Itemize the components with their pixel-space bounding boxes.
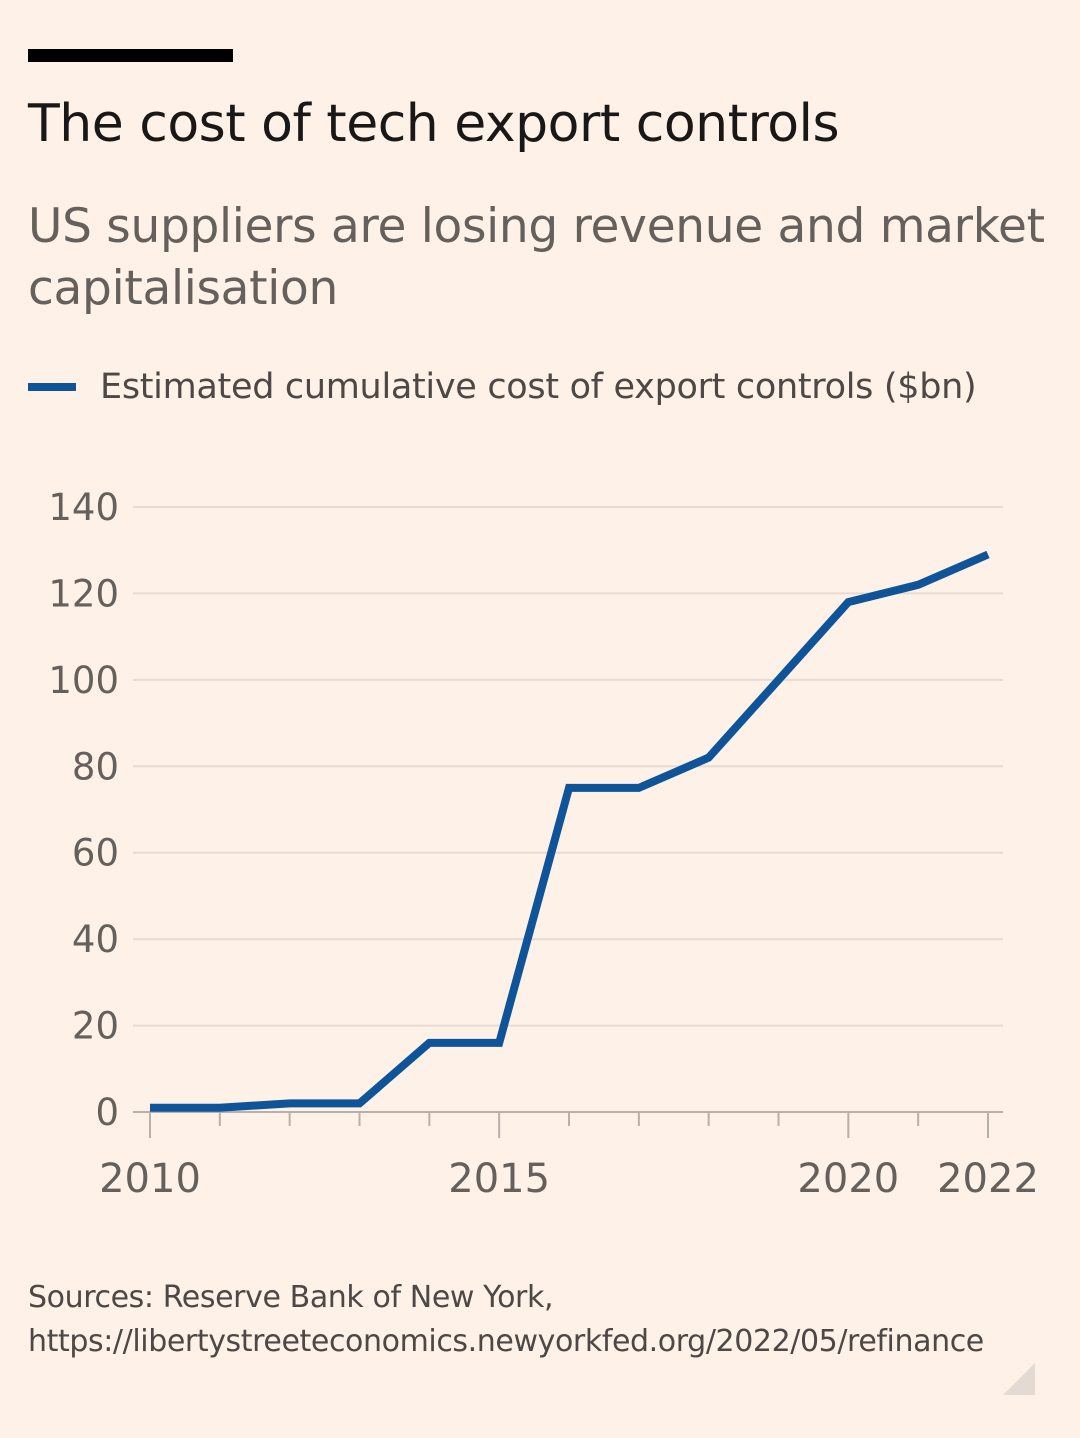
y-tick-label-40: 40 xyxy=(72,918,119,961)
legend-label: Estimated cumulative cost of export cont… xyxy=(100,367,977,407)
x-tick-label-2015: 2015 xyxy=(448,1156,550,1202)
x-tick-label-2020: 2020 xyxy=(797,1156,899,1202)
x-tick-label-2022: 2022 xyxy=(937,1156,1039,1202)
source-line-2: https://libertystreeteconomics.newyorkfe… xyxy=(28,1324,984,1359)
chart-subtitle: US suppliers are losing revenue and mark… xyxy=(28,199,1045,316)
line-chart: 0 20 40 60 80 100 120 140 2010 2015 2020 2022 xyxy=(48,486,1039,1202)
y-tick-label-20: 20 xyxy=(72,1005,119,1048)
legend: Estimated cumulative cost of export cont… xyxy=(28,362,977,412)
resize-corner-icon xyxy=(1003,1363,1035,1395)
y-tick-label-100: 100 xyxy=(48,659,119,702)
source-line-1: Sources: Reserve Bank of New York, xyxy=(28,1280,554,1315)
y-tick-label-120: 120 xyxy=(48,572,119,615)
y-tick-label-140: 140 xyxy=(48,486,119,529)
x-tick-label-2010: 2010 xyxy=(99,1156,201,1202)
series-line-0 xyxy=(150,550,990,1112)
source-note: Sources: Reserve Bank of New York, https… xyxy=(28,1276,1050,1364)
y-tick-label-60: 60 xyxy=(72,832,119,875)
header-rule xyxy=(28,49,233,62)
legend-swatch xyxy=(28,383,76,391)
y-tick-label-80: 80 xyxy=(72,745,119,788)
chart-title: The cost of tech export controls xyxy=(28,94,840,154)
y-tick-label-0: 0 xyxy=(95,1091,119,1134)
